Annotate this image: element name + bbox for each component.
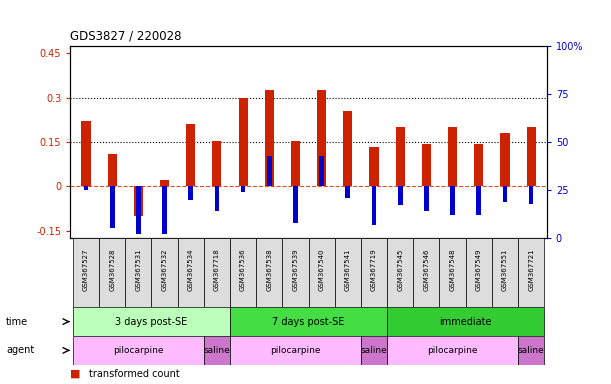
Bar: [134, 186, 143, 216]
Bar: [492, 238, 518, 307]
Bar: [518, 238, 544, 307]
Bar: [238, 98, 247, 186]
Bar: [466, 238, 492, 307]
Text: transformed count: transformed count: [89, 369, 180, 379]
Bar: [335, 238, 361, 307]
Bar: [370, 147, 379, 186]
Text: GSM367718: GSM367718: [214, 248, 220, 291]
Text: GSM367536: GSM367536: [240, 248, 246, 291]
Bar: [162, 186, 167, 234]
Bar: [265, 90, 274, 186]
Text: GSM367546: GSM367546: [423, 248, 430, 291]
Bar: [527, 127, 536, 186]
Text: GSM367548: GSM367548: [450, 248, 456, 291]
Text: GSM367719: GSM367719: [371, 248, 377, 291]
Bar: [518, 336, 544, 365]
Text: time: time: [6, 316, 28, 327]
Bar: [230, 238, 256, 307]
Bar: [230, 307, 387, 336]
Text: GSM367541: GSM367541: [345, 248, 351, 291]
Text: pilocarpine: pilocarpine: [113, 346, 164, 355]
Bar: [108, 154, 117, 186]
Bar: [450, 186, 455, 215]
Bar: [204, 238, 230, 307]
Bar: [387, 336, 518, 365]
Bar: [439, 238, 466, 307]
Bar: [241, 186, 246, 192]
Bar: [343, 111, 353, 186]
Bar: [291, 141, 300, 186]
Bar: [361, 238, 387, 307]
Bar: [424, 186, 429, 211]
Bar: [186, 124, 196, 186]
Bar: [529, 186, 533, 204]
Bar: [320, 156, 324, 186]
Bar: [317, 90, 326, 186]
Text: GSM367528: GSM367528: [109, 248, 115, 291]
Bar: [474, 144, 483, 186]
Text: saline: saline: [360, 346, 387, 355]
Text: saline: saline: [203, 346, 230, 355]
Bar: [422, 144, 431, 186]
Bar: [73, 336, 204, 365]
Bar: [387, 307, 544, 336]
Bar: [503, 186, 507, 202]
Bar: [204, 336, 230, 365]
Text: agent: agent: [6, 345, 34, 356]
Text: GSM367545: GSM367545: [397, 248, 403, 291]
Text: GSM367532: GSM367532: [161, 248, 167, 291]
Text: GSM367540: GSM367540: [319, 248, 324, 291]
Text: GSM367549: GSM367549: [476, 248, 481, 291]
Bar: [396, 127, 404, 186]
Bar: [125, 238, 152, 307]
Text: GSM367551: GSM367551: [502, 248, 508, 291]
Bar: [448, 127, 457, 186]
Bar: [81, 121, 90, 186]
Bar: [413, 238, 439, 307]
Text: GSM367539: GSM367539: [293, 248, 298, 291]
Bar: [160, 180, 169, 186]
Bar: [500, 133, 510, 186]
Bar: [387, 238, 413, 307]
Bar: [213, 141, 221, 186]
Text: pilocarpine: pilocarpine: [427, 346, 478, 355]
Text: GSM367538: GSM367538: [266, 248, 273, 291]
Bar: [256, 238, 282, 307]
Bar: [214, 186, 219, 211]
Bar: [152, 238, 178, 307]
Bar: [73, 307, 230, 336]
Bar: [309, 238, 335, 307]
Bar: [477, 186, 481, 215]
Text: GSM367534: GSM367534: [188, 248, 194, 291]
Bar: [282, 238, 309, 307]
Bar: [293, 186, 298, 223]
Text: immediate: immediate: [439, 316, 492, 327]
Bar: [371, 186, 376, 225]
Text: pilocarpine: pilocarpine: [270, 346, 321, 355]
Text: 7 days post-SE: 7 days post-SE: [273, 316, 345, 327]
Bar: [361, 336, 387, 365]
Bar: [136, 186, 141, 234]
Bar: [178, 238, 204, 307]
Text: ■: ■: [70, 369, 81, 379]
Text: GSM367527: GSM367527: [83, 248, 89, 291]
Bar: [398, 186, 403, 205]
Text: GSM367721: GSM367721: [528, 248, 534, 291]
Bar: [345, 186, 350, 198]
Bar: [99, 238, 125, 307]
Bar: [267, 156, 272, 186]
Bar: [188, 186, 193, 200]
Text: GDS3827 / 220028: GDS3827 / 220028: [70, 29, 181, 42]
Text: 3 days post-SE: 3 days post-SE: [115, 316, 188, 327]
Bar: [110, 186, 114, 228]
Bar: [230, 336, 361, 365]
Text: saline: saline: [518, 346, 544, 355]
Bar: [73, 238, 99, 307]
Text: GSM367531: GSM367531: [136, 248, 141, 291]
Bar: [84, 186, 89, 190]
